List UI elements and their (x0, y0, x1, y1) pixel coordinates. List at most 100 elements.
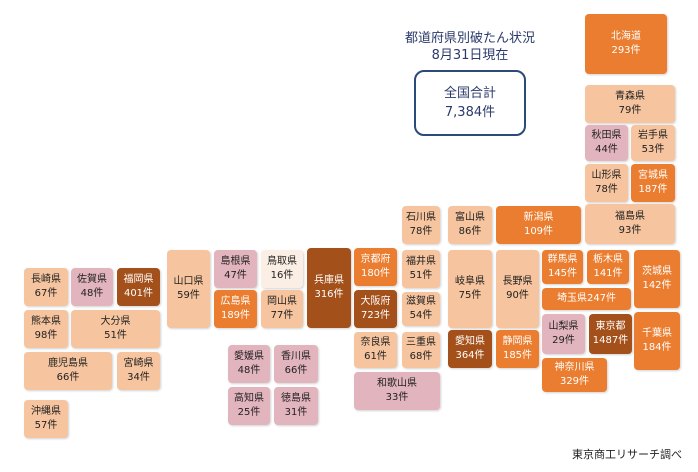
pref-name: 千葉県 (642, 328, 672, 339)
pref-shiga[interactable]: 滋賀県 54件 (402, 292, 440, 326)
pref-count: 51件 (409, 270, 433, 281)
pref-name: 鳥取県 (267, 256, 297, 267)
pref-tottori[interactable]: 鳥取県 16件 (261, 250, 303, 288)
pref-gifu[interactable]: 岐阜県 75件 (448, 250, 492, 328)
pref-name: 福島県 (615, 211, 645, 222)
pref-count: 247件 (586, 293, 617, 304)
pref-kyoto[interactable]: 京都府 180件 (354, 248, 397, 286)
pref-name: 埼玉県 (556, 293, 587, 304)
pref-osaka[interactable]: 大阪府 723件 (354, 290, 397, 328)
pref-niigata[interactable]: 新潟県 109件 (496, 206, 581, 244)
title-line1: 都道府県別破たん状況 (404, 31, 535, 46)
pref-saitama[interactable]: 埼玉県247件 (542, 288, 631, 310)
pref-kumamoto[interactable]: 熊本県 98件 (24, 310, 68, 348)
pref-count: 25件 (237, 407, 261, 418)
pref-name: 長崎県 (31, 274, 61, 285)
pref-name: 京都府 (360, 254, 391, 265)
pref-count: 67件 (34, 288, 58, 299)
pref-tokushima[interactable]: 徳島県 31件 (274, 387, 318, 425)
pref-name: 石川県 (406, 212, 436, 223)
pref-ishikawa[interactable]: 石川県 78件 (402, 206, 440, 244)
pref-aichi[interactable]: 愛知県 364件 (448, 330, 492, 368)
pref-gunma[interactable]: 群馬県 145件 (542, 250, 583, 284)
pref-count: 57件 (34, 420, 58, 431)
pref-count: 51件 (104, 330, 127, 341)
pref-name: 富山県 (455, 212, 485, 223)
pref-tochigi[interactable]: 栃木県 141件 (587, 250, 629, 284)
title-line2: 8月31日現在 (431, 48, 509, 63)
pref-name: 岡山県 (267, 296, 297, 307)
pref-count: 93件 (618, 225, 642, 236)
pref-toyama[interactable]: 富山県 86件 (448, 206, 492, 244)
pref-count: 723件 (360, 310, 391, 321)
pref-kanagawa[interactable]: 神奈川県 329件 (542, 358, 607, 392)
pref-name: 宮崎県 (123, 358, 154, 369)
pref-count: 180件 (360, 268, 391, 279)
pref-name: 沖縄県 (31, 406, 61, 417)
pref-name: 香川県 (281, 351, 311, 362)
pref-nagasaki[interactable]: 長崎県 67件 (24, 268, 68, 306)
pref-fukuoka[interactable]: 福岡県 401件 (117, 268, 160, 306)
pref-count: 44件 (595, 144, 618, 155)
pref-count: 79件 (618, 105, 642, 116)
pref-name: 静岡県 (502, 336, 533, 347)
pref-miyazaki[interactable]: 宮崎県 34件 (117, 352, 160, 390)
pref-kochi[interactable]: 高知県 25件 (228, 387, 270, 425)
pref-wakayama[interactable]: 和歌山県 33件 (354, 372, 440, 410)
pref-ehime[interactable]: 愛媛県 48件 (228, 345, 270, 383)
pref-name: 三重県 (406, 337, 436, 348)
pref-name: 愛媛県 (234, 351, 264, 362)
pref-saga[interactable]: 佐賀県 48件 (71, 268, 113, 306)
pref-count: 329件 (559, 376, 590, 387)
pref-count: 48件 (80, 288, 104, 299)
pref-count: 59件 (177, 290, 200, 301)
pref-okinawa[interactable]: 沖縄県 57件 (24, 400, 68, 438)
pref-count: 47件 (224, 270, 247, 281)
pref-name: 広島県 (220, 296, 251, 307)
pref-name: 栃木県 (593, 254, 623, 265)
pref-yamaguchi[interactable]: 山口県 59件 (167, 250, 210, 328)
pref-name: 徳島県 (281, 393, 311, 404)
pref-hiroshima[interactable]: 広島県 189件 (214, 290, 257, 328)
pref-count: 78件 (595, 184, 618, 195)
pref-count: 90件 (506, 290, 529, 301)
pref-kagoshima[interactable]: 鹿児島県 66件 (24, 352, 112, 390)
pref-miyagi[interactable]: 宮城県 187件 (631, 164, 675, 202)
pref-count: 293件 (611, 45, 641, 56)
pref-count: 316件 (314, 289, 344, 300)
pref-name: 北海道 (611, 31, 641, 42)
pref-name: 熊本県 (31, 316, 61, 327)
pref-yamanashi[interactable]: 山梨県 29件 (542, 314, 585, 354)
pref-hokkaido[interactable]: 北海道 293件 (585, 14, 667, 74)
pref-chiba[interactable]: 千葉県 184件 (634, 312, 680, 370)
pref-yamagata[interactable]: 山形県 78件 (585, 164, 628, 202)
pref-iwate[interactable]: 岩手県 53件 (631, 125, 675, 161)
pref-name: 島根県 (220, 256, 251, 267)
pref-count: 364件 (455, 350, 485, 361)
pref-akita[interactable]: 秋田県 44件 (585, 125, 628, 161)
pref-name: 和歌山県 (377, 378, 417, 389)
pref-name: 大阪府 (360, 296, 391, 307)
pref-fukui[interactable]: 福井県 51件 (402, 250, 440, 288)
national-total-box: 全国合計 7,384件 (414, 70, 526, 136)
pref-ibaraki[interactable]: 茨城県 142件 (634, 250, 680, 308)
pref-shimane[interactable]: 島根県 47件 (214, 250, 257, 288)
pref-oita[interactable]: 大分県 51件 (71, 310, 160, 348)
pref-nagano[interactable]: 長野県 90件 (496, 250, 539, 328)
pref-mie[interactable]: 三重県 68件 (402, 332, 440, 368)
pref-okayama[interactable]: 岡山県 77件 (261, 290, 303, 328)
pref-name: 奈良県 (360, 337, 391, 348)
pref-kagawa[interactable]: 香川県 66件 (274, 345, 318, 383)
pref-count: 68件 (409, 351, 433, 362)
pref-count: 34件 (127, 372, 150, 383)
pref-count: 184件 (642, 342, 672, 353)
pref-hyogo[interactable]: 兵庫県 316件 (307, 248, 351, 328)
pref-shizuoka[interactable]: 静岡県 185件 (496, 330, 539, 368)
pref-tokyo[interactable]: 東京都 1487件 (589, 314, 632, 354)
pref-fukushima[interactable]: 福島県 93件 (585, 204, 675, 244)
pref-aomori[interactable]: 青森県 79件 (585, 85, 675, 123)
pref-count: 142件 (642, 280, 672, 291)
pref-count: 66件 (56, 372, 80, 383)
pref-nara[interactable]: 奈良県 61件 (354, 332, 397, 368)
pref-name: 佐賀県 (77, 274, 107, 285)
